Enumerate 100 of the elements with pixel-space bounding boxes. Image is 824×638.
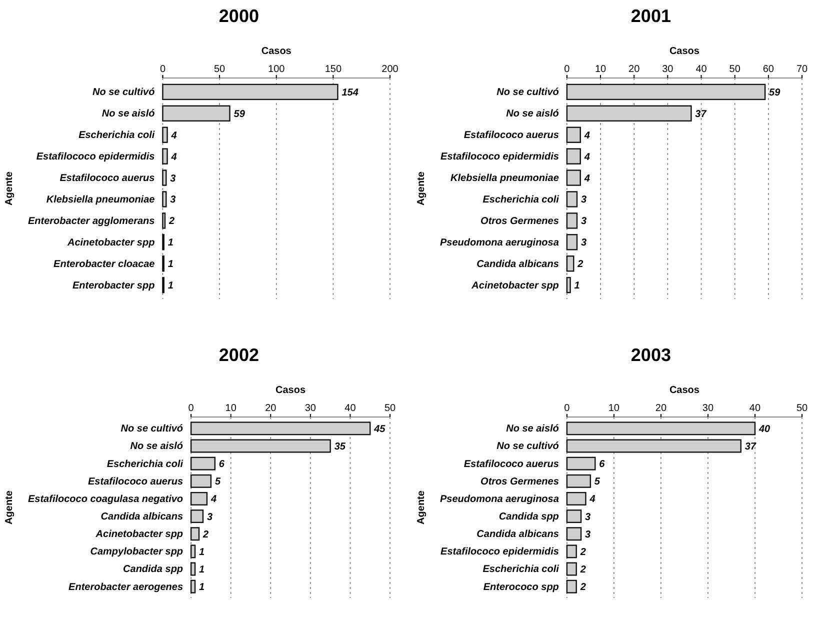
y-tick-label: No se cultivó — [120, 424, 184, 435]
data-label: 2 — [579, 546, 586, 558]
bar — [162, 84, 338, 100]
x-axis-title: Casos — [669, 385, 700, 396]
y-tick-label: Escherichia coli — [482, 564, 560, 576]
y-axis-title: Agente — [416, 171, 427, 206]
y-tick-label: Estafilococo epidermidis — [36, 152, 156, 163]
data-label: 4 — [583, 173, 590, 184]
bar — [190, 580, 196, 594]
data-label: 1 — [199, 582, 206, 594]
y-tick-label: Acinetobacter spp — [94, 529, 184, 540]
y-tick-label: Escherichia coli — [78, 130, 155, 142]
bar — [566, 544, 577, 558]
bar — [566, 170, 581, 186]
y-tick-label: Enterobacter agglomerans — [28, 216, 156, 227]
y-tick-label: No se aisló — [506, 108, 559, 120]
y-tick-label: Enterobacter spp — [72, 280, 155, 292]
data-label: 59 — [769, 87, 781, 98]
y-axis-title: Agente — [4, 171, 15, 206]
data-label: 1 — [199, 546, 206, 558]
y-tick-label: Acinetobacter spp — [66, 237, 155, 248]
y-tick-label: No se aisló — [506, 424, 559, 435]
y-axis-title: Agente — [416, 490, 427, 524]
x-axis-title: Casos — [669, 46, 700, 57]
x-tick-label: 50 — [214, 64, 226, 75]
data-label: 5 — [594, 476, 600, 488]
data-label: 154 — [342, 87, 359, 98]
bar — [566, 510, 582, 524]
y-tick-label: Candida spp — [498, 511, 559, 522]
data-label: 2 — [168, 216, 175, 228]
data-label: 59 — [234, 108, 246, 120]
data-label: 3 — [580, 216, 587, 228]
x-tick-label: 0 — [564, 64, 570, 75]
y-tick-label: Candida spp — [123, 564, 184, 576]
y-tick-label: Estafilococo auerus — [464, 130, 560, 142]
data-label: 37 — [744, 441, 756, 452]
data-label: 3 — [580, 238, 587, 249]
bar — [566, 234, 578, 250]
bar — [162, 212, 166, 229]
data-label: 1 — [168, 238, 174, 249]
x-tick-label: 30 — [702, 403, 714, 414]
bar — [566, 580, 577, 594]
x-tick-label: 40 — [749, 403, 761, 414]
chart-title: 2003 — [630, 345, 671, 365]
y-tick-label: No se cultivó — [92, 87, 155, 98]
x-tick-label: 50 — [796, 403, 808, 414]
y-tick-label: Otros Germenes — [480, 476, 560, 488]
x-tick-label: 70 — [796, 64, 808, 75]
x-tick-label: 0 — [160, 64, 166, 75]
y-tick-label: No se aisló — [102, 108, 155, 120]
data-label: 1 — [168, 259, 174, 270]
data-label: 4 — [588, 494, 596, 506]
bar — [566, 439, 742, 453]
x-tick-label: 60 — [762, 64, 774, 75]
data-label: 2 — [579, 582, 586, 594]
data-label: 5 — [214, 476, 221, 488]
bar — [190, 474, 212, 488]
bar — [566, 84, 766, 100]
x-tick-label: 20 — [265, 403, 277, 414]
y-tick-label: No se cultivó — [496, 87, 559, 98]
x-tick-label: 30 — [304, 403, 316, 414]
bar — [190, 439, 331, 453]
bar — [566, 527, 582, 541]
chart-title: 2002 — [218, 345, 259, 365]
bar — [190, 456, 216, 470]
y-tick-label: Candida albicans — [476, 529, 560, 540]
data-label: 1 — [199, 564, 206, 576]
x-tick-label: 150 — [324, 64, 342, 75]
data-label: 2 — [202, 529, 210, 540]
y-tick-label: Klebsiella pneumoniae — [46, 194, 156, 206]
bar — [566, 422, 756, 436]
y-tick-label: Estafilococo epidermidis — [440, 546, 560, 558]
data-label: 4 — [583, 152, 590, 163]
y-tick-label: Estafilococo auerus — [60, 172, 156, 184]
y-axis-title: Agente — [4, 490, 15, 524]
bar — [566, 148, 581, 164]
bar — [566, 276, 571, 294]
x-tick-label: 0 — [188, 403, 194, 414]
data-label: 3 — [170, 173, 176, 184]
x-axis-title: Casos — [276, 385, 306, 396]
bar — [566, 126, 581, 143]
bar — [162, 126, 168, 143]
data-label: 3 — [206, 512, 213, 523]
data-label: 3 — [585, 529, 592, 540]
x-tick-label: 10 — [225, 403, 237, 414]
y-tick-label: Enterobacter cloacae — [54, 258, 156, 270]
data-label: 40 — [758, 424, 771, 435]
data-label: 4 — [583, 130, 590, 142]
bar — [566, 474, 592, 488]
x-tick-label: 10 — [608, 403, 620, 414]
y-tick-label: Escherichia coli — [106, 458, 184, 470]
bar — [566, 191, 578, 208]
data-label: 2 — [576, 259, 584, 270]
y-tick-label: Pseudomona aeruginosa — [440, 494, 560, 505]
bar — [190, 544, 196, 558]
data-label: 3 — [585, 512, 592, 523]
bar — [566, 255, 574, 272]
data-label: 6 — [599, 459, 606, 470]
x-tick-label: 200 — [382, 64, 399, 75]
x-tick-label: 50 — [384, 403, 396, 414]
